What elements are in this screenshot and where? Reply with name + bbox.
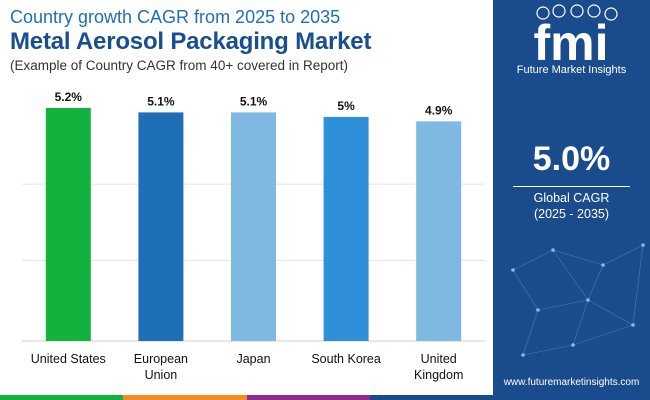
footer-color-segment (246, 395, 370, 400)
bar-value-label: 5.1% (240, 94, 268, 108)
bar-value-label: 4.9% (425, 103, 453, 117)
summary-panel: fmi Future Market Insights (493, 0, 650, 400)
bar-value-label: 5.2% (55, 90, 83, 104)
bar-chart: 5.2% United States 5.1% European Union 5.1% Ja… (22, 90, 485, 382)
category-label: United States (31, 352, 106, 366)
category-label: Japan (236, 352, 270, 366)
chart-subtitle: (Example of Country CAGR from 40+ covere… (10, 58, 349, 73)
footer-color-segment (123, 395, 247, 400)
bar (45, 107, 91, 341)
global-cagr-period: (2025 - 2035) (533, 207, 610, 221)
category-label: European Union (134, 352, 188, 382)
bar (416, 121, 462, 341)
footer-color-segment (369, 395, 493, 400)
footer-color-strip (0, 395, 493, 400)
global-cagr-value: 5.0% (532, 140, 611, 178)
global-cagr-label: Global CAGR (533, 191, 610, 205)
bar (231, 112, 276, 342)
chart-title: Metal Aerosol Packaging Market (10, 28, 372, 55)
website-link[interactable]: www.futuremarketinsights.com (503, 377, 640, 388)
bar (323, 116, 369, 341)
bar (138, 112, 184, 342)
brand-name: Future Market Insights (516, 64, 627, 76)
chart-header: Country growth CAGR from 2025 to 2035 Me… (10, 6, 480, 76)
panel-divider (513, 186, 630, 187)
footer-color-segment (0, 395, 124, 400)
network-graphic (511, 243, 645, 357)
logo-letters: fmi (534, 15, 609, 71)
fmi-logo: fmi (534, 4, 618, 71)
category-label: South Korea (311, 352, 381, 366)
chart-kicker: Country growth CAGR from 2025 to 2035 (10, 7, 341, 27)
bar-value-label: 5.1% (147, 94, 175, 108)
category-label: United Kingdom (414, 352, 463, 382)
bar-value-label: 5% (337, 99, 355, 113)
